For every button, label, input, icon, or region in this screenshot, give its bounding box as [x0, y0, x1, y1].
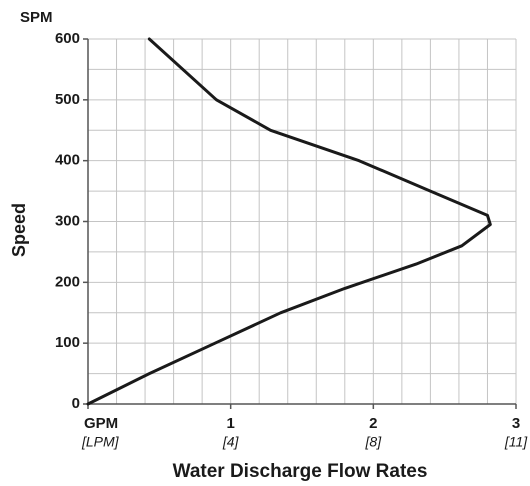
x-tick-sublabel: [LPM] — [81, 434, 120, 450]
y-unit: SPM — [20, 9, 53, 26]
x-tick-label: GPM — [84, 415, 118, 432]
x-tick-label: 1 — [226, 415, 234, 432]
y-tick-label: 600 — [55, 30, 80, 47]
x-tick-sublabel: [11] — [504, 434, 528, 450]
x-axis-label: Water Discharge Flow Rates — [173, 461, 428, 482]
y-tick-label: 0 — [72, 395, 80, 412]
y-tick-label: 100 — [55, 334, 80, 351]
y-tick-label: 400 — [55, 152, 80, 169]
x-tick-label: 2 — [369, 415, 377, 432]
data-line — [86, 37, 492, 406]
y-axis-label: Speed — [9, 203, 29, 257]
y-tick-label: 300 — [55, 212, 80, 229]
x-tick-sublabel: [8] — [365, 434, 383, 450]
y-tick-label: 200 — [55, 273, 80, 290]
x-tick-sublabel: [4] — [222, 434, 240, 450]
x-tick-label: 3 — [512, 415, 520, 432]
y-tick-label: 500 — [55, 91, 80, 108]
